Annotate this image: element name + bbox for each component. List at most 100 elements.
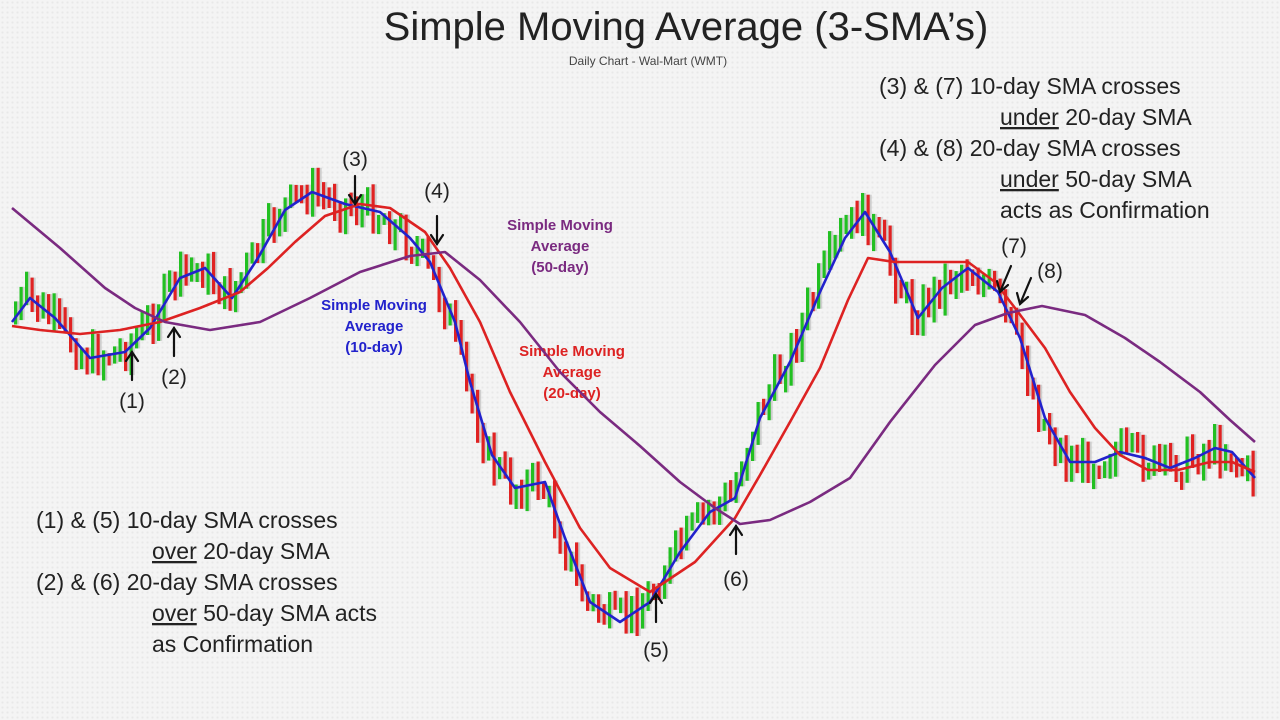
price-bar-shadow bbox=[758, 402, 762, 445]
price-bar bbox=[272, 207, 276, 243]
price-bar-shadow bbox=[643, 593, 647, 629]
price-bar-shadow bbox=[978, 267, 982, 295]
price-bar-shadow bbox=[197, 263, 201, 282]
price-bar bbox=[184, 254, 188, 286]
price-bar-shadow bbox=[1072, 445, 1076, 482]
price-bar bbox=[569, 551, 573, 572]
price-bar-shadow bbox=[1132, 433, 1136, 453]
price-bar bbox=[1064, 435, 1068, 482]
price-bar-shadow bbox=[1017, 307, 1021, 335]
price-bar-shadow bbox=[769, 384, 773, 421]
price-bar bbox=[839, 217, 843, 252]
price-bar-shadow bbox=[126, 341, 130, 372]
price-bar bbox=[833, 234, 837, 259]
price-bar bbox=[344, 198, 348, 235]
price-bar bbox=[393, 219, 397, 251]
price-bar-shadow bbox=[505, 451, 509, 479]
price-bar-shadow bbox=[346, 198, 350, 235]
price-bar-shadow bbox=[104, 350, 108, 381]
price-bar bbox=[624, 591, 628, 634]
price-bar bbox=[1119, 428, 1123, 457]
price-bar-shadow bbox=[368, 187, 372, 216]
annotation-label: (1) bbox=[119, 390, 145, 413]
price-bar-shadow bbox=[780, 354, 784, 384]
price-bar bbox=[1070, 445, 1074, 482]
price-bar bbox=[190, 257, 194, 282]
price-bar bbox=[212, 251, 216, 295]
price-bar-shadow bbox=[351, 192, 355, 217]
price-bar bbox=[646, 581, 650, 611]
price-bar bbox=[855, 200, 859, 234]
price-bar bbox=[250, 242, 254, 264]
price-bar-shadow bbox=[1160, 443, 1164, 472]
arrow-icon bbox=[347, 174, 363, 206]
price-bar bbox=[773, 354, 777, 401]
price-bar-shadow bbox=[445, 297, 449, 330]
price-bar-shadow bbox=[857, 200, 861, 234]
price-bar-shadow bbox=[687, 515, 691, 551]
price-bar bbox=[58, 298, 62, 329]
price-bar-shadow bbox=[252, 242, 256, 264]
price-bar-shadow bbox=[659, 583, 663, 601]
price-bar bbox=[844, 214, 848, 235]
price-bar-shadow bbox=[71, 317, 75, 353]
price-bar bbox=[415, 236, 419, 267]
price-bar-shadow bbox=[401, 213, 405, 233]
price-bar-shadow bbox=[786, 365, 790, 393]
price-bar-shadow bbox=[824, 250, 828, 278]
price-bar bbox=[256, 243, 260, 264]
bottom-note-line: (2) & (6) 20-day SMA crosses bbox=[36, 569, 338, 595]
price-bar-shadow bbox=[637, 587, 641, 636]
price-bar bbox=[1125, 427, 1129, 453]
price-bar bbox=[135, 326, 139, 349]
arrow-icon bbox=[124, 350, 140, 382]
price-bar bbox=[305, 184, 309, 215]
price-bar bbox=[245, 252, 249, 289]
price-bar-shadow bbox=[467, 341, 471, 392]
price-bar-shadow bbox=[21, 286, 25, 321]
price-bar bbox=[52, 293, 56, 333]
annotation-label: (3) bbox=[342, 148, 368, 171]
price-bar-shadow bbox=[1253, 450, 1257, 497]
price-bar bbox=[542, 482, 546, 499]
price-bars bbox=[14, 167, 1257, 636]
price-bar bbox=[96, 333, 100, 376]
series-label: Simple Moving bbox=[321, 297, 427, 314]
price-bar bbox=[514, 484, 518, 509]
price-bar-shadow bbox=[263, 219, 267, 264]
price-bar bbox=[778, 354, 782, 384]
price-bar-shadow bbox=[362, 194, 366, 228]
price-bar-shadow bbox=[181, 251, 185, 297]
chart-title: Simple Moving Average (3-SMA’s) bbox=[384, 5, 989, 49]
price-bar bbox=[745, 447, 749, 481]
price-bar-shadow bbox=[962, 264, 966, 293]
price-bar bbox=[421, 238, 425, 258]
price-bar-shadow bbox=[819, 263, 823, 309]
price-bar bbox=[1202, 443, 1206, 481]
price-bar-shadow bbox=[1193, 434, 1197, 468]
price-bar-shadow bbox=[808, 287, 812, 331]
price-bar-shadow bbox=[577, 542, 581, 586]
arrow-icon bbox=[648, 592, 664, 624]
price-bar-shadow bbox=[681, 527, 685, 560]
price-bar-shadow bbox=[109, 353, 113, 366]
price-bar-shadow bbox=[560, 521, 564, 554]
price-bar-shadow bbox=[32, 277, 36, 312]
price-bar bbox=[811, 292, 815, 312]
price-bar bbox=[19, 286, 23, 321]
price-bar-shadow bbox=[698, 502, 702, 523]
price-bar bbox=[437, 266, 441, 313]
top-note-line: under 50-day SMA bbox=[1000, 166, 1192, 192]
price-bar-shadow bbox=[593, 594, 597, 612]
price-bar bbox=[1191, 434, 1195, 468]
price-bar-shadow bbox=[291, 184, 295, 209]
arrow-icon bbox=[429, 214, 445, 246]
price-bar-shadow bbox=[203, 261, 207, 288]
price-bar bbox=[608, 592, 612, 629]
price-bar-shadow bbox=[1121, 428, 1125, 457]
price-bar-shadow bbox=[357, 196, 361, 226]
sma-line bbox=[11, 207, 1256, 526]
price-bar-shadow bbox=[956, 271, 960, 299]
